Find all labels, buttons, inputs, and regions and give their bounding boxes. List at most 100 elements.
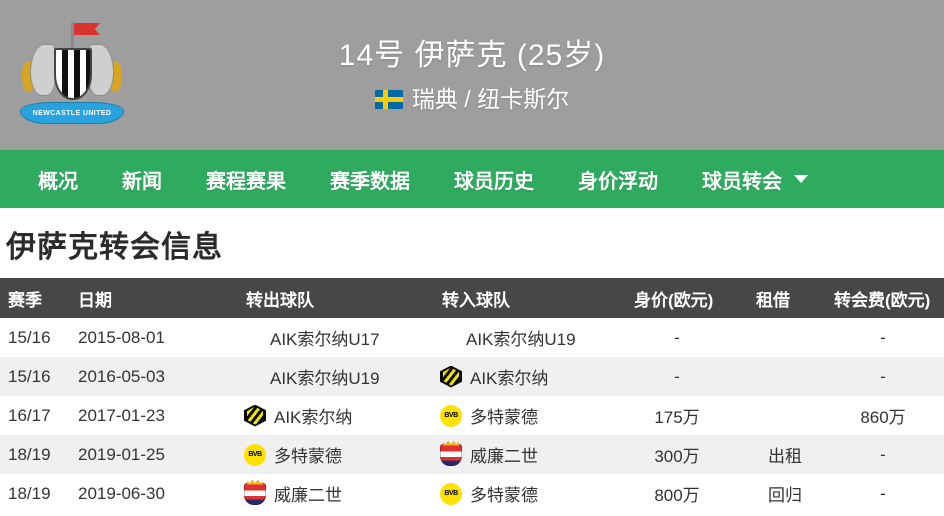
crest-banner-text: NEWCASTLE UNITED: [20, 102, 124, 124]
cell-to[interactable]: AIK索尔纳: [414, 357, 612, 396]
cell-date: 2019-06-30: [78, 483, 165, 503]
club-cell: 多特蒙德: [414, 403, 612, 428]
table-row[interactable]: 16/17 2017-01-23 AIK索尔纳 多特蒙德 175万 860万: [0, 396, 944, 435]
crest-bvb-icon: [440, 404, 462, 427]
club-cell: AIK索尔纳: [414, 364, 612, 389]
col-loan: 租借: [742, 278, 828, 318]
crest-shield: [54, 48, 92, 100]
col-to: 转入球队: [414, 278, 612, 318]
sweden-flag-icon: [374, 89, 403, 109]
nav-item-news[interactable]: 新闻: [100, 165, 184, 194]
nav-item-transfers[interactable]: 球员转会: [680, 165, 830, 194]
cell-value: 175万: [654, 408, 700, 427]
nav-item-season-stats[interactable]: 赛季数据: [308, 165, 432, 194]
table-row[interactable]: 18/19 2019-06-30 威廉二世 多特蒙德 800万 回归 -: [0, 474, 944, 513]
nav-item-overview[interactable]: 概况: [16, 165, 100, 194]
player-identity: 14号 伊萨克 (25岁) 瑞典 / 纽卡斯尔: [339, 36, 605, 114]
club-name: 威廉二世: [274, 486, 342, 505]
cell-date: 2019-01-25: [78, 444, 165, 464]
table-head: 赛季 日期 转出球队 转入球队 身价(欧元) 租借 转会费(欧元): [0, 278, 944, 318]
crest-bvb-icon: [244, 443, 266, 466]
club-name: AIK索尔纳U17: [270, 330, 380, 349]
cell-to[interactable]: 多特蒙德: [414, 474, 612, 513]
club-name: AIK索尔纳: [470, 369, 549, 388]
cell-from[interactable]: 威廉二世: [218, 474, 414, 513]
player-nationality-club: 瑞典 / 纽卡斯尔: [339, 84, 605, 114]
player-name: 14号 伊萨克 (25岁): [338, 39, 606, 72]
club-cell: AIK索尔纳U19: [218, 364, 414, 389]
cell-season: 16/17: [8, 405, 51, 425]
club-name: 多特蒙德: [470, 486, 538, 505]
club-cell: 威廉二世: [414, 442, 612, 467]
transfer-table: 赛季 日期 转出球队 转入球队 身价(欧元) 租借 转会费(欧元) 15/16 2…: [0, 278, 944, 513]
club-crest: NEWCASTLE UNITED: [12, 10, 132, 138]
cell-fee: -: [880, 327, 886, 347]
crest-pole: [71, 22, 74, 52]
crest-aik-icon: [440, 365, 462, 388]
cell-fee: -: [880, 366, 886, 386]
nav-label: 赛季数据: [330, 170, 410, 193]
cell-season: 18/19: [8, 444, 51, 464]
crest-wil-icon: [244, 482, 266, 505]
player-meta-label: 瑞典 / 纽卡斯尔: [411, 86, 570, 112]
main-navigation[interactable]: 概况 新闻 赛程赛果 赛季数据 球员历史 身价浮动 球员转会: [0, 150, 944, 208]
cell-from[interactable]: AIK索尔纳U19: [218, 357, 414, 396]
chevron-down-icon[interactable]: [794, 175, 808, 183]
club-cell: 多特蒙德: [414, 481, 612, 506]
nav-label: 概况: [38, 170, 78, 193]
cell-season: 15/16: [8, 366, 51, 386]
nav-item-player-history[interactable]: 球员历史: [432, 165, 556, 194]
cell-fee: -: [880, 483, 886, 503]
cell-to[interactable]: AIK索尔纳U19: [414, 318, 612, 357]
club-name: AIK索尔纳U19: [270, 369, 380, 388]
nav-label: 身价浮动: [578, 170, 658, 193]
col-value: 身价(欧元): [612, 278, 742, 318]
col-season: 赛季: [0, 278, 68, 318]
cell-fee: 860万: [860, 408, 906, 427]
cell-from[interactable]: 多特蒙德: [218, 435, 414, 474]
club-name: AIK索尔纳: [274, 408, 353, 427]
cell-from[interactable]: AIK索尔纳: [218, 396, 414, 435]
crest-wil-icon: [440, 443, 462, 466]
table-body: 15/16 2015-08-01 AIK索尔纳U17 AIK索尔纳U19- -15/16…: [0, 318, 944, 513]
nav-label: 球员历史: [454, 170, 534, 193]
club-cell: 多特蒙德: [218, 442, 414, 467]
crest-bvb-icon: [440, 482, 462, 505]
cell-loan: [742, 318, 828, 357]
cell-season: 15/16: [8, 327, 51, 347]
cell-date: 2015-08-01: [78, 327, 165, 347]
cell-loan: 回归: [768, 486, 802, 505]
club-cell: AIK索尔纳U17: [218, 325, 414, 350]
cell-loan: [742, 357, 828, 396]
club-name: 威廉二世: [470, 447, 538, 466]
cell-date: 2016-05-03: [78, 366, 165, 386]
cell-to[interactable]: 威廉二世: [414, 435, 612, 474]
crest-seahorse-left: [30, 44, 56, 96]
col-from: 转出球队: [218, 278, 414, 318]
table-row[interactable]: 15/16 2015-08-01 AIK索尔纳U17 AIK索尔纳U19 - -: [0, 318, 944, 357]
col-date: 日期: [68, 278, 218, 318]
cell-season: 18/19: [8, 483, 51, 503]
table-row[interactable]: 18/19 2019-01-25 多特蒙德 威廉二世 300万 出租 -: [0, 435, 944, 474]
cell-fee: -: [880, 444, 886, 464]
cell-date: 2017-01-23: [78, 405, 165, 425]
cell-value: -: [674, 327, 680, 347]
nav-item-fixtures-results[interactable]: 赛程赛果: [184, 165, 308, 194]
cell-loan: 出租: [768, 447, 802, 466]
club-cell: AIK索尔纳: [218, 403, 414, 428]
nav-item-market-value[interactable]: 身价浮动: [556, 165, 680, 194]
crest-pennant: [74, 23, 100, 35]
club-cell: 威廉二世: [218, 481, 414, 506]
table-row[interactable]: 15/16 2016-05-03 AIK索尔纳U19 AIK索尔纳 - -: [0, 357, 944, 396]
col-fee: 转会费(欧元): [828, 278, 944, 318]
cell-value: 300万: [654, 447, 700, 466]
club-name: 多特蒙德: [470, 408, 538, 427]
table-header-row: 赛季 日期 转出球队 转入球队 身价(欧元) 租借 转会费(欧元): [0, 278, 944, 318]
cell-from[interactable]: AIK索尔纳U17: [218, 318, 414, 357]
nav-label: 赛程赛果: [206, 170, 286, 193]
cell-to[interactable]: 多特蒙德: [414, 396, 612, 435]
club-name: AIK索尔纳U19: [466, 330, 576, 349]
crest-aik-icon: [244, 404, 266, 427]
newcastle-united-crest-icon: NEWCASTLE UNITED: [16, 14, 128, 134]
nav-label: 新闻: [122, 170, 162, 193]
